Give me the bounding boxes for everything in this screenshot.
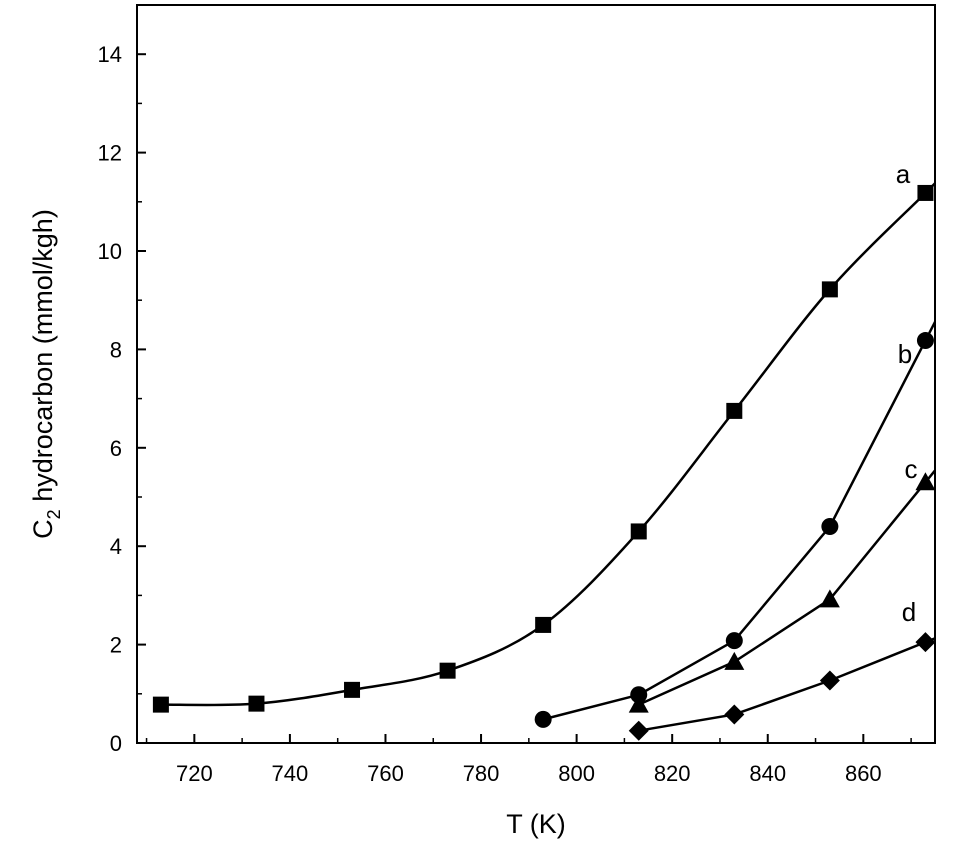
series-d-point <box>628 720 649 741</box>
series-tag-a: a <box>896 159 911 189</box>
series-c-point <box>819 589 840 608</box>
x-tick-label: 820 <box>654 761 691 786</box>
series-tag-d: d <box>902 597 916 627</box>
x-tick-label: 740 <box>272 761 309 786</box>
series-a-point <box>248 695 265 712</box>
series-b-point <box>821 518 839 536</box>
x-tick-label: 840 <box>749 761 786 786</box>
series-d-point <box>819 670 840 691</box>
x-tick-label: 720 <box>176 761 213 786</box>
series-a-point <box>821 281 838 298</box>
ticks-layer <box>137 53 912 744</box>
labels-layer: 720 740 760 780 800 820 840 860 0 2 4 6 8 10 12 14 a b c d <box>98 42 918 786</box>
y-tick-label: 8 <box>110 337 122 362</box>
series-a-point <box>152 696 169 713</box>
x-tick-label: 860 <box>845 761 882 786</box>
y-axis-title-subscript: 2 <box>44 509 64 519</box>
y-axis-title: C2 hydrocarbon (mmol/kgh) <box>28 209 64 539</box>
series-b-point <box>725 632 743 650</box>
y-tick-label: 14 <box>98 42 122 67</box>
series-d-point <box>915 632 935 653</box>
series-b-point <box>916 332 934 350</box>
series-d-point <box>724 704 745 725</box>
y-tick-label: 2 <box>110 633 122 658</box>
series-a-point <box>344 681 361 698</box>
series-layer <box>152 181 935 741</box>
series-c-point <box>915 472 935 491</box>
series-b-point <box>534 710 552 728</box>
y-axis-title-main: C <box>28 519 58 539</box>
series-tag-b: b <box>898 339 912 369</box>
x-axis-title: T (K) <box>506 809 566 839</box>
y-axis-title-rest: hydrocarbon (mmol/kgh) <box>28 209 58 509</box>
series-a-point <box>630 523 647 540</box>
series-c-point <box>724 651 745 670</box>
y-tick-label: 0 <box>110 731 122 756</box>
y-tick-label: 10 <box>98 239 122 264</box>
series-a-point <box>917 184 934 201</box>
series-line-a <box>160 181 935 707</box>
series-tag-c: c <box>905 454 918 484</box>
x-tick-label: 780 <box>463 761 500 786</box>
y-tick-label: 4 <box>110 534 122 559</box>
series-a-point <box>535 616 552 633</box>
x-tick-label: 800 <box>558 761 595 786</box>
series-a-point <box>726 402 743 419</box>
plot-frame <box>136 4 936 744</box>
y-tick-label: 12 <box>98 141 122 166</box>
x-tick-label: 760 <box>367 761 404 786</box>
series-c-point <box>628 694 649 713</box>
series-a-point <box>439 662 456 679</box>
y-tick-label: 6 <box>110 436 122 461</box>
